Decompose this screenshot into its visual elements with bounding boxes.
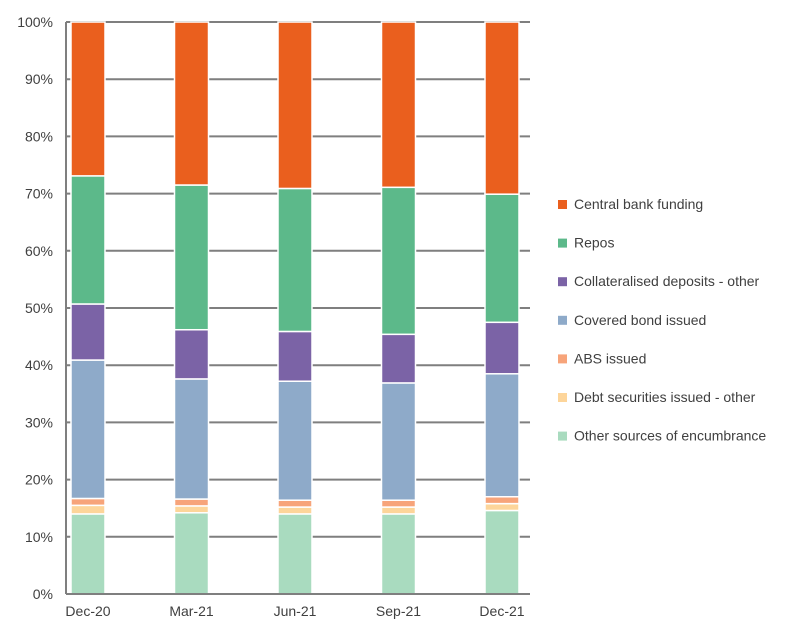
y-tick-label: 90%	[25, 71, 53, 87]
bar-segment	[380, 382, 417, 501]
y-axis-ticks: 0% 10% 20% 30% 40% 50% 60% 70% 80% 90% 100%	[17, 14, 53, 602]
bar-segment	[277, 380, 313, 501]
y-tick-label: 70%	[25, 186, 53, 202]
bar-segment	[277, 513, 313, 595]
bar-segment	[484, 321, 520, 375]
bar-segment	[173, 378, 210, 500]
legend-swatch	[558, 431, 567, 441]
x-tick-label: Jun-21	[274, 603, 317, 619]
bar-segment	[484, 193, 520, 324]
bar-segment	[277, 330, 313, 382]
x-axis-ticks: Dec-20 Mar-21 Jun-21 Sep-21 Dec-21	[65, 603, 524, 619]
bar-segment	[484, 496, 520, 505]
legend-swatch	[558, 238, 567, 248]
bar-segment	[70, 303, 106, 361]
legend-label: Covered bond issued	[574, 312, 706, 328]
x-tick-label: Mar-21	[169, 603, 214, 619]
bar-segment	[173, 184, 210, 331]
bar-segment	[380, 506, 417, 515]
bar-segment	[277, 499, 313, 508]
bar-segment	[173, 498, 210, 507]
legend-label: Other sources of encumbrance	[574, 428, 766, 444]
bar-segment	[484, 21, 520, 195]
bar-segment	[70, 504, 106, 515]
y-tick-label: 100%	[17, 14, 53, 30]
bar-segment	[380, 513, 417, 595]
bars	[70, 21, 520, 595]
bar-segment	[70, 359, 106, 500]
y-tick-label: 60%	[25, 243, 53, 259]
bar-segment	[277, 21, 313, 190]
bar-segment	[70, 513, 106, 595]
bar-segment	[173, 328, 210, 380]
y-tick-label: 30%	[25, 414, 53, 430]
legend-label: Collateralised deposits - other	[574, 273, 760, 289]
bar-segment	[380, 186, 417, 336]
y-tick-label: 20%	[25, 472, 53, 488]
bar-segment	[173, 512, 210, 595]
bar-segment	[70, 175, 106, 305]
x-tick-label: Sep-21	[376, 603, 421, 619]
legend-label: Central bank funding	[574, 196, 703, 212]
legend-swatch	[558, 393, 567, 402]
bar-segment	[277, 506, 313, 515]
legend-swatch	[558, 277, 567, 287]
y-tick-label: 40%	[25, 357, 53, 373]
y-tick-label: 50%	[25, 300, 53, 316]
bar-segment	[380, 333, 417, 384]
axes	[65, 22, 530, 595]
bar-segment	[173, 21, 210, 186]
x-tick-label: Dec-21	[479, 603, 524, 619]
y-tick-label: 0%	[33, 586, 53, 602]
bar-segment	[70, 21, 106, 177]
bar-segment	[70, 497, 106, 507]
legend-label: Repos	[574, 235, 614, 251]
y-tick-label: 80%	[25, 128, 53, 144]
bar-segment	[484, 509, 520, 595]
x-tick-label: Dec-20	[65, 603, 110, 619]
legend-swatch	[558, 354, 567, 364]
bar-segment	[173, 505, 210, 514]
bar-segment	[277, 187, 313, 333]
bar-segment	[484, 502, 520, 512]
bar-segment	[484, 373, 520, 498]
y-tick-label: 10%	[25, 529, 53, 545]
legend-label: Debt securities issued - other	[574, 389, 756, 405]
legend-swatch	[558, 315, 567, 325]
legend-label: ABS issued	[574, 350, 646, 366]
legend: Central bank funding Repos Collateralised …	[558, 196, 766, 444]
bar-segment	[380, 499, 417, 508]
legend-swatch	[558, 200, 567, 209]
bar-segment	[380, 21, 417, 189]
